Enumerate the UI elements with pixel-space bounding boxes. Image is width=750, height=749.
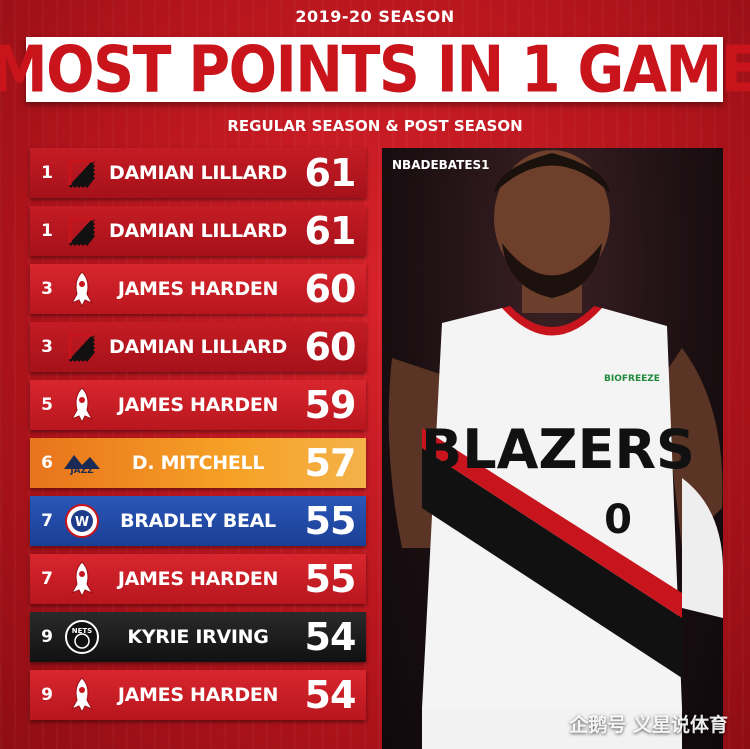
leaderboard-row: 7 JAMES HARDEN 55	[30, 554, 366, 604]
rockets-logo-icon	[62, 269, 102, 309]
leaderboard-row: 9 NETS KYRIE IRVING 54	[30, 612, 366, 662]
rockets-logo-icon	[62, 675, 102, 715]
leaderboard-row: 9 JAMES HARDEN 54	[30, 670, 366, 720]
player-name: JAMES HARDEN	[117, 278, 279, 300]
player-name: BRADLEY BEAL	[120, 510, 276, 532]
blazers-logo-icon	[62, 327, 102, 367]
watermark: 企鹅号 义星说体育	[569, 714, 728, 736]
player-name: D. MITCHELL	[131, 452, 265, 474]
wizards-logo-icon: W	[62, 501, 102, 541]
leaderboard-row: 1 DAMIAN LILLARD 61	[30, 206, 366, 256]
page-title: MOST POINTS IN 1 GAME	[0, 32, 750, 107]
points-value: 59	[304, 383, 357, 427]
jersey-text: BLAZERS	[421, 418, 695, 481]
blazers-logo-icon	[62, 153, 102, 193]
rank-label: 9	[41, 685, 53, 705]
points-value: 55	[304, 557, 357, 601]
leaderboard-row: 6 JAZZ D. MITCHELL 57	[30, 438, 366, 488]
rank-label: 7	[41, 569, 53, 589]
subtitle: REGULAR SEASON & POST SEASON	[227, 117, 523, 135]
leaderboard-row: 1 DAMIAN LILLARD 61	[30, 148, 366, 198]
player-name: JAMES HARDEN	[117, 568, 279, 590]
player-name: JAMES HARDEN	[117, 394, 279, 416]
leaderboard-row: 7 W BRADLEY BEAL 55	[30, 496, 366, 546]
leaderboard-row: 3 JAMES HARDEN 60	[30, 264, 366, 314]
rockets-logo-icon	[62, 559, 102, 599]
rank-label: 7	[41, 511, 53, 531]
svg-text:W: W	[75, 515, 89, 530]
jazz-logo-icon: JAZZ	[62, 443, 102, 483]
points-value: 57	[304, 441, 357, 485]
player-name: KYRIE IRVING	[127, 626, 269, 648]
nets-logo-icon: NETS	[62, 617, 102, 657]
title-banner: MOST POINTS IN 1 GAME	[0, 33, 750, 107]
player-name: DAMIAN LILLARD	[109, 162, 287, 184]
player-illustration: BLAZERS 0 BIOFREEZE	[388, 150, 723, 749]
points-value: 55	[304, 499, 357, 543]
leaderboard-row: 5 JAMES HARDEN 59	[30, 380, 366, 430]
points-value: 61	[304, 209, 357, 253]
points-value: 60	[304, 267, 357, 311]
rank-label: 6	[41, 453, 53, 473]
rank-label: 9	[41, 627, 53, 647]
rank-label: 3	[41, 337, 53, 357]
rank-label: 3	[41, 279, 53, 299]
blazers-logo-icon	[62, 211, 102, 251]
jersey-number: 0	[604, 497, 632, 543]
leaderboard-list: 1 DAMIAN LILLARD 61 1 DAMIAN LILLARD 61 3 JAMES…	[30, 148, 366, 728]
points-value: 54	[304, 615, 357, 659]
jersey-sponsor: BIOFREEZE	[604, 374, 660, 384]
points-value: 61	[304, 151, 357, 195]
player-name: DAMIAN LILLARD	[109, 336, 287, 358]
rank-label: 1	[41, 221, 53, 241]
player-name: DAMIAN LILLARD	[109, 220, 287, 242]
leaderboard-row: 3 DAMIAN LILLARD 60	[30, 322, 366, 372]
points-value: 54	[304, 673, 357, 717]
svg-text:NETS: NETS	[72, 627, 92, 635]
season-label: 2019-20 SEASON	[295, 7, 455, 26]
points-value: 60	[304, 325, 357, 369]
player-name: JAMES HARDEN	[117, 684, 279, 706]
photo-handle: NBADEBATES1	[392, 158, 490, 172]
rank-label: 5	[41, 395, 53, 415]
rank-label: 1	[41, 163, 53, 183]
player-photo: BLAZERS 0 BIOFREEZE NBADEBATES1	[382, 148, 723, 749]
rockets-logo-icon	[62, 385, 102, 425]
svg-text:JAZZ: JAZZ	[69, 466, 94, 475]
